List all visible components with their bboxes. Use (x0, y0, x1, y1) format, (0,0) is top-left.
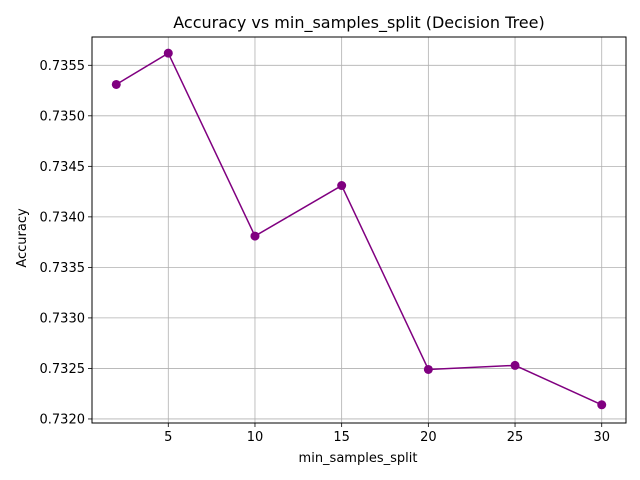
plot-frame (91, 36, 627, 424)
data-point (510, 360, 520, 370)
data-point (337, 181, 347, 191)
data-point (250, 231, 260, 241)
y-tick-label: 0.7330 (40, 311, 86, 326)
y-tick-label: 0.7350 (40, 109, 86, 124)
x-axis-label: min_samples_split (299, 451, 418, 466)
x-tick-label: 25 (507, 430, 524, 445)
y-tick-label: 0.7320 (40, 412, 86, 427)
chart-title: Accuracy vs min_samples_split (Decision … (173, 13, 544, 33)
data-point (423, 364, 433, 374)
series-line (115, 52, 603, 406)
grid (92, 37, 626, 423)
data-point (597, 400, 607, 410)
y-tick-label: 0.7340 (40, 210, 86, 225)
y-tick-label: 0.7325 (40, 362, 86, 377)
data-point (163, 48, 173, 58)
x-tick-label: 5 (164, 430, 172, 445)
y-axis-label: Accuracy (15, 208, 30, 268)
x-tick-label: 30 (593, 430, 610, 445)
data-points (111, 48, 607, 410)
x-tick-label: 20 (420, 430, 437, 445)
data-point (111, 79, 121, 89)
x-tick-label: 10 (247, 430, 264, 445)
y-tick-label: 0.7335 (40, 261, 86, 276)
x-axis-ticks: 5 10 15 20 25 30 (164, 423, 610, 445)
x-tick-label: 15 (333, 430, 350, 445)
y-tick-label: 0.7345 (40, 160, 86, 175)
y-axis-ticks: 0.7320 0.7325 0.7330 0.7335 0.7340 0.7345 0.73… (40, 59, 92, 427)
y-tick-label: 0.7355 (40, 59, 86, 74)
